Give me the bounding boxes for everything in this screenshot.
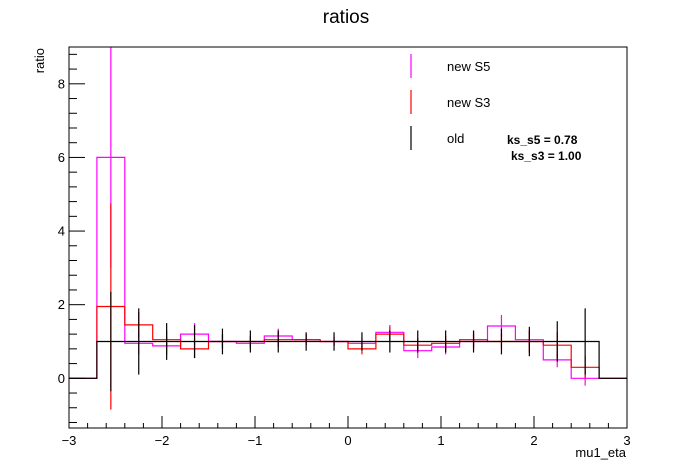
x-axis: −3 −2 −1 0 1 2 3 [62, 416, 631, 448]
y-tick-label: 6 [58, 150, 65, 165]
y-tick-label: 0 [58, 371, 65, 386]
legend-label: old [447, 131, 464, 146]
x-tick-label: −3 [62, 433, 77, 448]
y-axis: 0 2 4 6 8 [58, 53, 85, 423]
chart-title: ratios [323, 7, 369, 28]
ks-s5-annotation: ks_s5 = 0.78 [507, 133, 578, 147]
chart-legend: new S5 new S3 old [410, 54, 490, 150]
series-old-histogram [69, 340, 627, 379]
y-axis-title: ratio [32, 48, 47, 73]
ks-s3-annotation: ks_s3 = 1.00 [511, 149, 582, 163]
legend-label: new S5 [447, 59, 490, 74]
x-axis-title: mu1_eta [575, 445, 626, 460]
y-tick-label: 2 [58, 297, 65, 312]
y-tick-label: 4 [58, 224, 65, 239]
x-tick-label: 2 [530, 433, 537, 448]
y-tick-label: 8 [58, 76, 65, 91]
x-tick-label: −2 [155, 433, 170, 448]
x-tick-label: 1 [437, 433, 444, 448]
x-tick-label: −1 [248, 433, 263, 448]
x-tick-label: 0 [344, 433, 351, 448]
plot-border [68, 46, 628, 429]
plot-frame [68, 46, 628, 429]
series-new-s3-histogram [69, 305, 627, 379]
legend-label: new S3 [447, 95, 490, 110]
plot-area [69, 47, 627, 410]
x-tick-label: 3 [623, 433, 630, 448]
